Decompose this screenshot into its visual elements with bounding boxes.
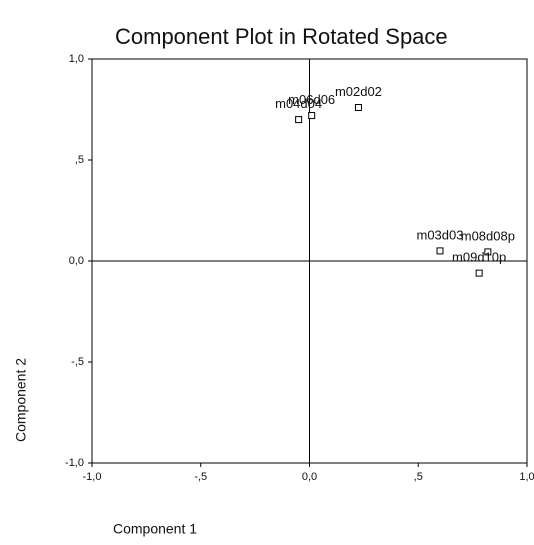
- y-tick-label: ,5: [75, 154, 84, 166]
- x-tick-label: -1,0: [83, 471, 102, 483]
- y-tick-label: -1,0: [65, 457, 84, 469]
- y-tick-label: 0,0: [69, 255, 84, 267]
- point-label: m06d06: [288, 92, 335, 107]
- point: [354, 103, 362, 111]
- x-tick-label: ,5: [414, 471, 423, 483]
- x-tick-label: -,5: [194, 471, 207, 483]
- y-tick-label: 1,0: [69, 53, 84, 65]
- x-tick-label: 1,0: [519, 471, 534, 483]
- point-label: m03d03: [417, 227, 464, 242]
- y-tick-label: -,5: [71, 356, 84, 368]
- point-label: m04d04: [275, 96, 322, 111]
- x-tick-label: 0,0: [302, 471, 317, 483]
- point-label: m02d02: [335, 84, 382, 99]
- x-axis-label: Component 1: [113, 521, 197, 537]
- point: [295, 116, 303, 124]
- point: [484, 248, 492, 256]
- point: [475, 269, 483, 277]
- y-axis-label: Component 2: [13, 358, 29, 442]
- point: [436, 247, 444, 255]
- point-label: m08d08p: [461, 228, 515, 243]
- point-label: m09d10p: [452, 250, 506, 265]
- chart-title: Component Plot in Rotated Space: [115, 24, 448, 49]
- point: [308, 112, 316, 120]
